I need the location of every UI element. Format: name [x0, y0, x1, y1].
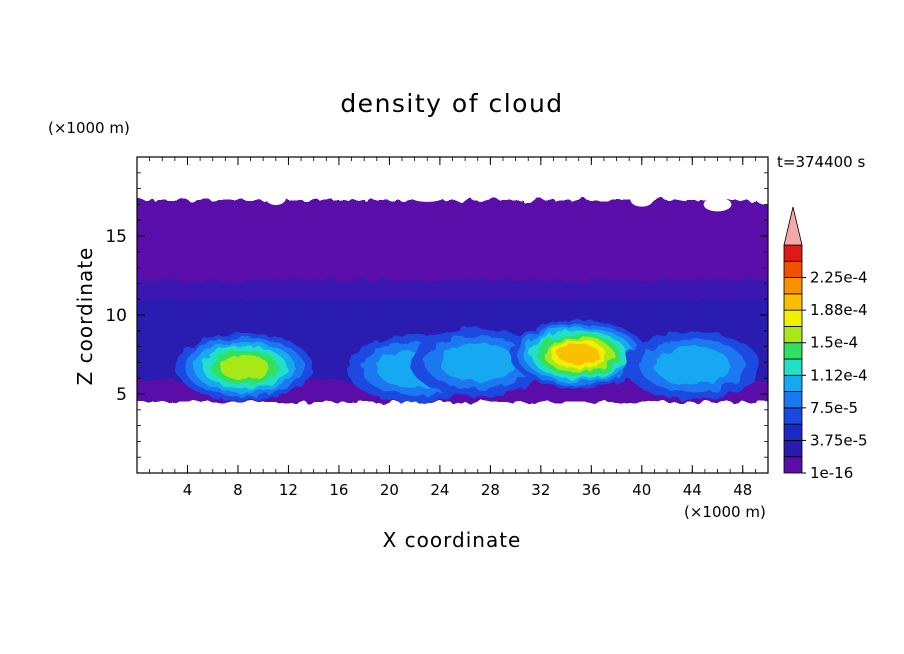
- colorbar-label: 7.5e-5: [810, 399, 858, 417]
- y-axis: 5 10 15: [105, 172, 768, 458]
- colorbar-swatch: [783, 440, 803, 458]
- colorbar-swatch: [783, 407, 803, 425]
- cloud-tops: [265, 184, 768, 212]
- time-label: t=374400 s: [777, 153, 865, 171]
- x-tick-label: 8: [233, 481, 243, 499]
- colorbar-extend-arrow: [783, 206, 803, 246]
- y-tick-label: 15: [105, 227, 127, 247]
- cloud-cores: [176, 320, 761, 403]
- x-tick-label: 32: [531, 481, 550, 499]
- colorbar-label: 1.12e-4: [810, 366, 868, 384]
- colorbar-swatch: [783, 342, 803, 360]
- colorbar: 1e-16 3.75e-5 7.5e-5 1.12e-4 1.5e-4 1.88e-4 2.…: [783, 206, 868, 482]
- colorbar-swatch: [783, 423, 803, 441]
- colorbar-label: 2.25e-4: [810, 269, 868, 287]
- x-tick-label: 16: [329, 481, 348, 499]
- density-contour: [219, 354, 270, 380]
- cloud-gap: [298, 184, 329, 199]
- colorbar-label: 1.5e-4: [810, 334, 858, 352]
- x-tick-label: 40: [632, 481, 651, 499]
- colorbar-label: 3.75e-5: [810, 431, 868, 449]
- cloud-gap: [755, 191, 768, 206]
- colorbar-swatch: [783, 277, 803, 295]
- x-tick-label: 44: [683, 481, 702, 499]
- colorbar-swatch: [783, 374, 803, 392]
- x-unit-label: (×1000 m): [684, 503, 766, 521]
- colorbar-swatch: [783, 260, 803, 278]
- x-axis: 4 8 12 16 20 24 28 32 36 40 44 48: [149, 157, 756, 499]
- density-contour: [557, 343, 600, 366]
- x-tick-label: 48: [733, 481, 752, 499]
- cloud-gap: [703, 197, 732, 212]
- colorbar-swatch: [783, 293, 803, 311]
- colorbar-swatch: [783, 456, 803, 474]
- x-tick-label: 20: [380, 481, 399, 499]
- y-axis-label: Z coordinate: [73, 247, 97, 386]
- density-contour: [439, 343, 516, 382]
- x-axis-label: X coordinate: [383, 528, 522, 552]
- x-tick-label: 28: [481, 481, 500, 499]
- y-unit-label: (×1000 m): [48, 119, 130, 137]
- x-tick-label: 24: [430, 481, 449, 499]
- colorbar-swatch: [783, 309, 803, 327]
- x-tick-label: 36: [582, 481, 601, 499]
- cloud-gap: [630, 192, 654, 207]
- cloud-gap: [408, 187, 447, 202]
- chart-title: density of cloud: [340, 89, 563, 118]
- density-contour: [654, 346, 731, 385]
- cloud-gap: [265, 191, 286, 206]
- colorbar-label: 1.88e-4: [810, 301, 868, 319]
- x-tick-label: 4: [183, 481, 193, 499]
- colorbar-swatch: [783, 358, 803, 376]
- x-tick-label: 12: [279, 481, 298, 499]
- colorbar-swatch: [783, 326, 803, 344]
- density-field: [137, 184, 768, 403]
- y-tick-label: 10: [105, 306, 127, 326]
- cloud-gap: [519, 187, 538, 202]
- colorbar-label: 1e-16: [810, 464, 853, 482]
- colorbar-swatch: [783, 244, 803, 262]
- y-tick-label: 5: [116, 385, 127, 405]
- colorbar-swatch: [783, 391, 803, 409]
